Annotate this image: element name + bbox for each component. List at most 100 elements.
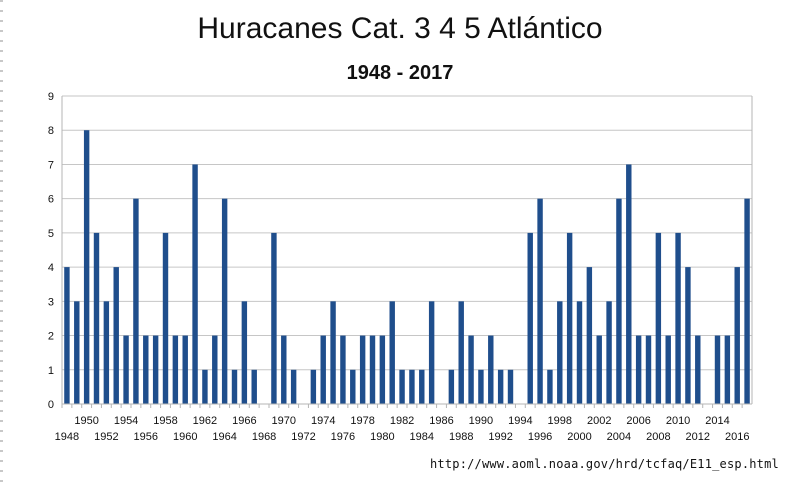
x-tick-label-1982: 1982 <box>390 415 414 427</box>
chart-subtitle: 1948 - 2017 <box>346 62 454 84</box>
x-tick-label-1980: 1980 <box>370 431 394 443</box>
x-tick-label-1974: 1974 <box>311 415 335 427</box>
x-tick-label-2002: 2002 <box>587 415 611 427</box>
y-tick-label-1: 1 <box>48 365 54 377</box>
bar-1950 <box>83 130 90 404</box>
x-tick-label-1976: 1976 <box>331 431 355 443</box>
x-tick-label-1958: 1958 <box>153 415 177 427</box>
bar-1990 <box>478 369 484 404</box>
bar-1965 <box>231 369 238 404</box>
axes <box>61 96 753 408</box>
x-tick-label-1970: 1970 <box>272 415 296 427</box>
bar-1970 <box>281 335 287 404</box>
x-tick-label-1986: 1986 <box>429 415 453 427</box>
bar-1966 <box>241 301 248 404</box>
bar-1975 <box>330 301 336 404</box>
bar-1992 <box>497 369 504 404</box>
bar-1997 <box>547 369 553 404</box>
bar-1955 <box>133 198 139 404</box>
bar-1951 <box>93 232 100 404</box>
x-tick-label-2010: 2010 <box>666 415 690 427</box>
y-tick-label-4: 4 <box>48 262 54 274</box>
x-tick-label-1966: 1966 <box>232 415 256 427</box>
bar-1981 <box>389 301 395 404</box>
bar-1971 <box>290 369 297 404</box>
y-tick-label-8: 8 <box>48 125 54 137</box>
bar-1962 <box>202 369 208 404</box>
bar-1989 <box>468 335 474 404</box>
x-tick-label-2014: 2014 <box>705 415 729 427</box>
bar-1993 <box>507 369 514 404</box>
chart-title: Huracanes Cat. 3 4 5 Atlántico <box>197 12 603 45</box>
bar-1949 <box>74 301 80 404</box>
x-tick-label-2006: 2006 <box>626 415 650 427</box>
bar-1979 <box>369 335 376 404</box>
x-tick-label-1962: 1962 <box>193 415 217 427</box>
x-tick-label-2004: 2004 <box>607 431 631 443</box>
y-tick-label-0: 0 <box>48 399 54 411</box>
bar-2004 <box>616 198 622 404</box>
bar-2001 <box>586 267 593 404</box>
bar-2016 <box>734 267 740 404</box>
x-tick-label-1954: 1954 <box>114 415 138 427</box>
y-tick-label-2: 2 <box>48 331 54 343</box>
x-tick-label-1992: 1992 <box>488 431 512 443</box>
x-tick-label-2016: 2016 <box>725 431 749 443</box>
x-tick-label-1964: 1964 <box>212 431 236 443</box>
bar-1957 <box>152 335 159 404</box>
x-tick-label-1994: 1994 <box>508 415 532 427</box>
source-url: http://www.aoml.noaa.gov/hrd/tcfaq/E11_e… <box>430 457 779 471</box>
bar-2006 <box>635 335 642 404</box>
bar-1982 <box>399 369 405 404</box>
bar-1999 <box>566 232 573 404</box>
bar-1974 <box>320 335 326 404</box>
x-tick-label-1996: 1996 <box>528 431 552 443</box>
page-edge-dashes <box>0 0 3 486</box>
bar-1985 <box>428 301 435 404</box>
y-tick-label-7: 7 <box>48 159 54 171</box>
y-tick-label-5: 5 <box>48 228 54 240</box>
bar-1961 <box>192 164 198 404</box>
bar-2010 <box>675 232 681 404</box>
bar-1958 <box>162 232 169 404</box>
y-tick-label-6: 6 <box>48 194 54 206</box>
bar-1977 <box>350 369 356 404</box>
x-tick-label-1998: 1998 <box>548 415 572 427</box>
y-tick-labels: 0 1 2 3 4 5 6 7 8 9 <box>48 91 54 411</box>
bar-1991 <box>488 335 494 404</box>
bar-2005 <box>626 164 632 404</box>
bar-1984 <box>419 369 425 404</box>
bar-2014 <box>714 335 721 404</box>
bar-1960 <box>182 335 188 404</box>
x-tick-label-1968: 1968 <box>252 431 276 443</box>
bar-2002 <box>596 335 602 404</box>
x-tick-label-1988: 1988 <box>449 431 473 443</box>
x-tick-labels: 1950 1954 1958 1962 1966 1970 1974 1978 1982 1986… <box>55 415 750 443</box>
bar-1978 <box>359 335 366 404</box>
bar-2007 <box>645 335 652 404</box>
x-tick-label-1972: 1972 <box>291 431 315 443</box>
y-tick-label-9: 9 <box>48 91 54 103</box>
bar-1973 <box>310 369 317 404</box>
bar-1963 <box>212 335 218 404</box>
x-tick-label-1978: 1978 <box>350 415 374 427</box>
bar-2008 <box>655 232 662 404</box>
x-tick-label-1950: 1950 <box>74 415 98 427</box>
bar-2009 <box>665 335 671 404</box>
x-tick-label-1960: 1960 <box>173 431 197 443</box>
bar-1967 <box>251 369 257 404</box>
bars <box>64 130 750 404</box>
x-tick-label-1956: 1956 <box>134 431 158 443</box>
y-tick-label-3: 3 <box>48 296 54 308</box>
bar-1969 <box>271 232 277 404</box>
x-tick-label-2012: 2012 <box>686 431 710 443</box>
bar-1980 <box>379 335 386 404</box>
bar-1953 <box>113 267 119 404</box>
bar-2012 <box>695 335 701 404</box>
x-tick-label-2008: 2008 <box>646 431 670 443</box>
bar-1948 <box>64 267 70 404</box>
x-tick-label-2000: 2000 <box>567 431 591 443</box>
bar-1959 <box>172 335 179 404</box>
bar-2017 <box>744 198 750 404</box>
